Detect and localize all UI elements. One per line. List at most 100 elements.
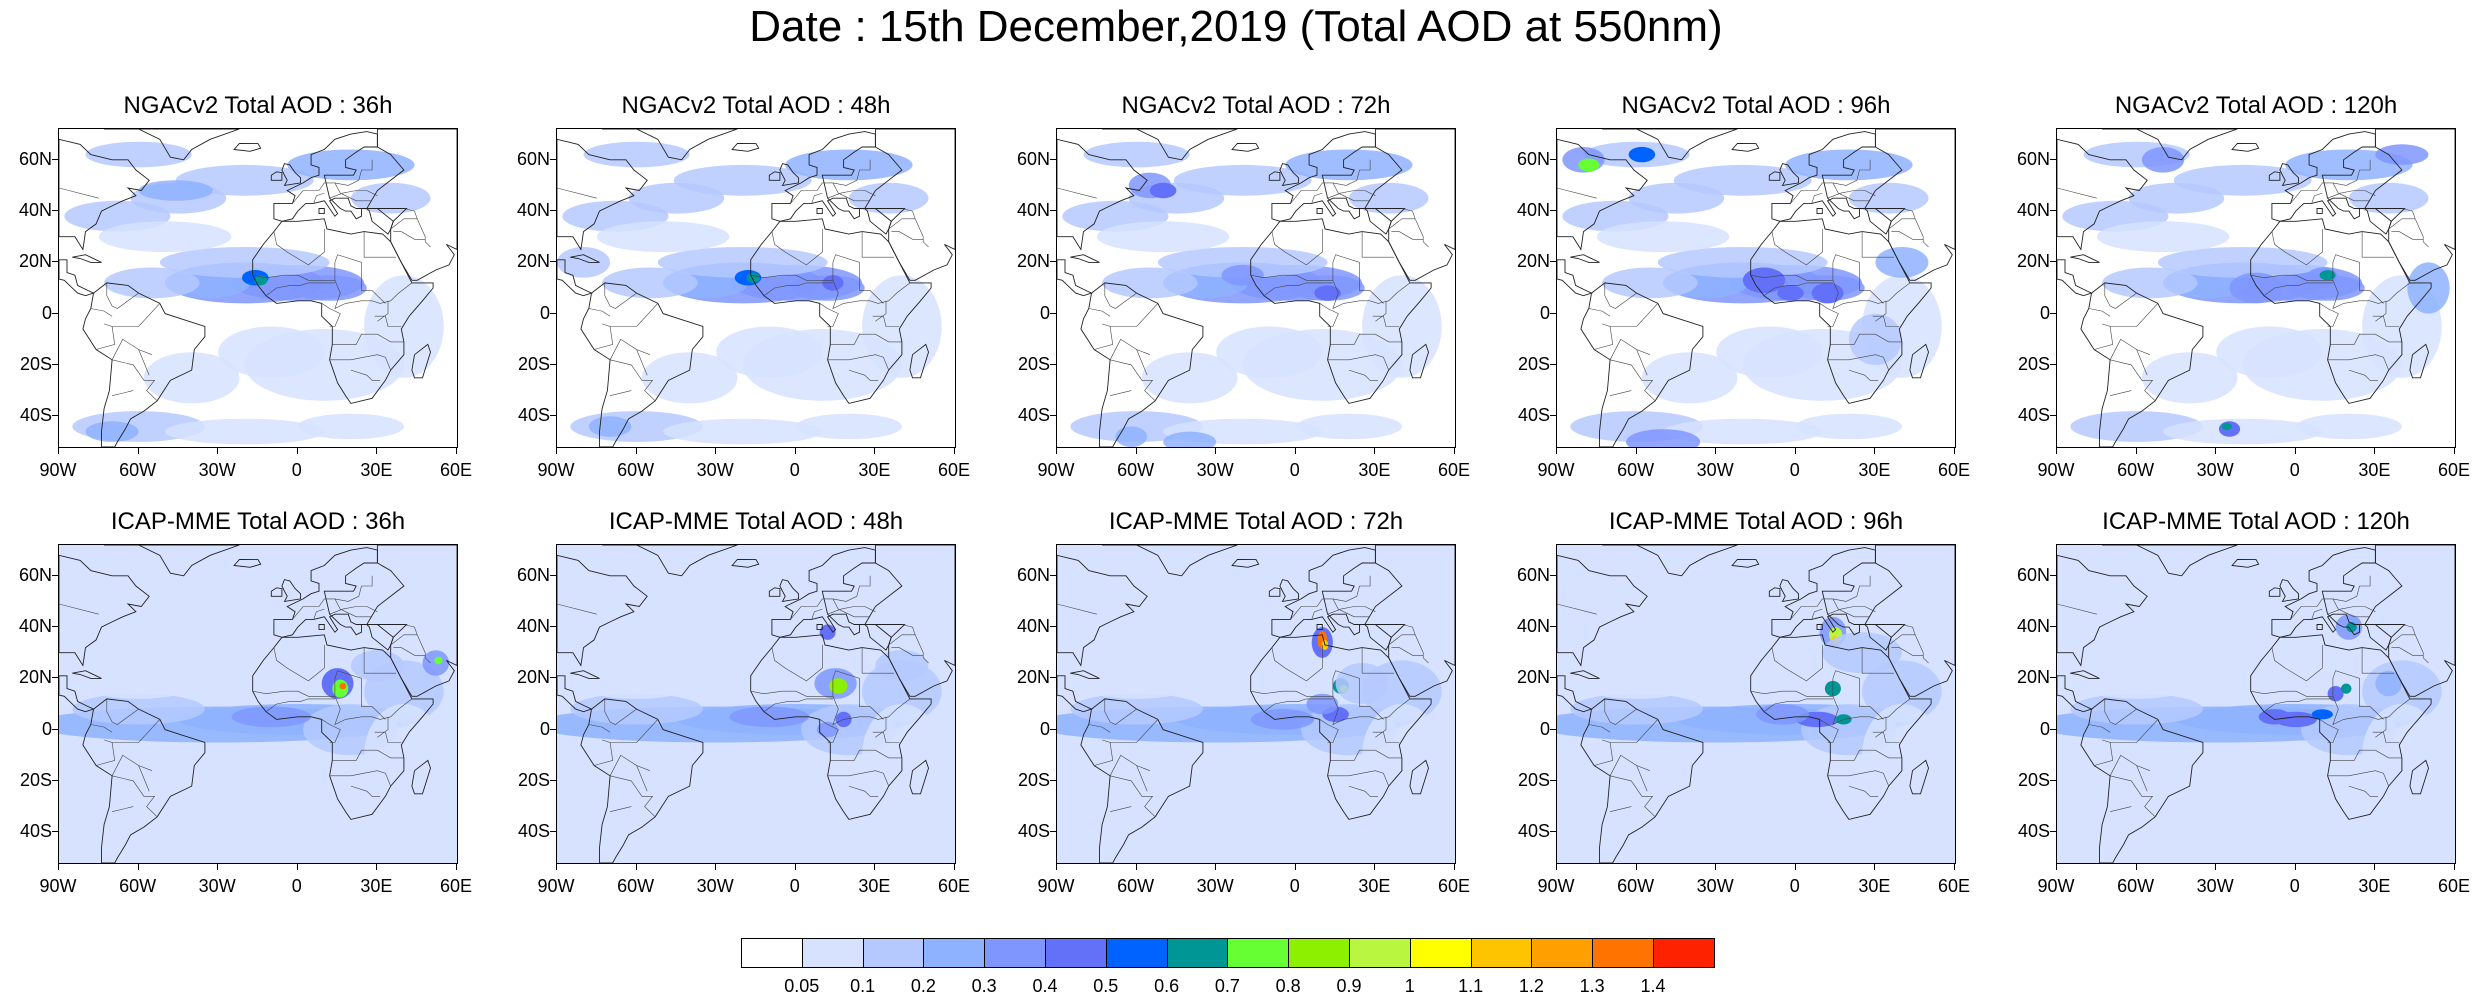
- country-border: [2375, 300, 2387, 322]
- coastline-asia: [864, 545, 955, 697]
- country-border: [1263, 698, 1333, 712]
- coastline-iceland: [731, 142, 760, 152]
- aod-contour-region: [689, 816, 849, 848]
- coastline-italy-islands: [1316, 208, 1323, 215]
- country-border: [610, 390, 632, 396]
- country-border: [827, 770, 889, 787]
- country-border: [848, 369, 879, 381]
- latitude-tick: [550, 363, 556, 365]
- panel-title: ICAP-MME Total AOD : 48h: [608, 508, 904, 535]
- longitude-label: 0: [789, 876, 800, 896]
- latitude-tick: [52, 210, 58, 212]
- aod-contour-region: [1141, 352, 1238, 404]
- country-border: [1888, 218, 1929, 248]
- aod-contour-region: [663, 418, 823, 445]
- latitude-label: 0: [1039, 302, 1050, 323]
- country-border: [1859, 282, 1884, 304]
- latitude-label: 60N: [1516, 564, 1550, 585]
- longitude-tick: [1294, 448, 1296, 454]
- country-border: [2109, 338, 2151, 360]
- coastline-madagascar: [1909, 759, 1929, 795]
- country-border: [594, 739, 614, 766]
- coastline-north-america: [557, 138, 648, 251]
- aod-contour-region: [364, 275, 444, 378]
- country-border: [1311, 608, 1323, 620]
- aod-contour-region: [98, 221, 232, 253]
- country-border: [1332, 280, 1411, 310]
- country-border: [832, 280, 911, 310]
- country-border: [2088, 724, 2111, 733]
- coastline-africa: [1250, 634, 1432, 820]
- aod-contour-region: [2163, 418, 2323, 445]
- country-border: [2348, 785, 2379, 797]
- longitude-label: 30E: [1858, 876, 1891, 896]
- aod-contour-region: [2221, 422, 2233, 431]
- aod-contour-region: [1663, 418, 1823, 445]
- country-border: [2372, 315, 2400, 327]
- latitude-tick: [52, 677, 58, 679]
- longitude-label: 30W: [1196, 876, 1234, 896]
- aod-map: [1056, 544, 1456, 864]
- aod-contour-region: [1083, 141, 1190, 168]
- latitude-label: 20N: [18, 667, 52, 688]
- longitude-label: 60E: [1937, 460, 1971, 480]
- aod-contour-region: [2070, 657, 2203, 699]
- country-border: [588, 308, 611, 317]
- latitude-label: 20S: [19, 769, 52, 790]
- colorbar-swatch: [1409, 938, 1472, 968]
- longitude-label: 0: [789, 460, 800, 480]
- coastline-italy-islands: [1316, 624, 1323, 631]
- longitude-label: 30E: [2358, 876, 2391, 896]
- coastline-asia: [864, 129, 955, 281]
- country-border: [111, 338, 153, 360]
- aod-contour-region: [2229, 272, 2283, 304]
- longitude-tick: [1635, 864, 1637, 870]
- aod-contour-region: [1269, 575, 1429, 627]
- country-border: [827, 354, 889, 371]
- aod-contour-region: [1716, 326, 1823, 378]
- longitude-label: 30E: [1858, 460, 1891, 480]
- coastline-north-america: [1557, 138, 1648, 251]
- country-border: [1088, 308, 1111, 317]
- country-border: [2348, 369, 2379, 381]
- country-border: [604, 698, 637, 725]
- country-border: [2332, 182, 2371, 202]
- longitude-label: 30E: [1358, 460, 1391, 480]
- country-border: [1327, 770, 1389, 787]
- coastline-iceland: [1731, 142, 1760, 152]
- country-border: [2388, 634, 2429, 664]
- country-border: [90, 724, 113, 733]
- coastline-ireland: [2268, 587, 2281, 597]
- country-border: [1771, 645, 1823, 682]
- panel-title: ICAP-MME Total AOD : 96h: [1608, 508, 1904, 535]
- country-border: [1827, 354, 1889, 371]
- colorbar-swatch: [1652, 938, 1715, 968]
- longitude-tick: [2135, 864, 2137, 870]
- latitude-label: 0: [41, 302, 52, 323]
- longitude-tick: [635, 864, 637, 870]
- longitude-label: 90W: [537, 460, 575, 480]
- country-border: [588, 724, 611, 733]
- coastline-ireland: [270, 171, 283, 181]
- colorbar-label: 1.2: [1518, 976, 1544, 996]
- country-border: [2110, 806, 2132, 812]
- country-border: [1832, 182, 1871, 202]
- aod-contour-region: [1862, 704, 1942, 807]
- country-border: [594, 323, 614, 350]
- country-border: [1888, 634, 1929, 664]
- country-border: [859, 282, 884, 304]
- aod-contour-region: [143, 352, 240, 404]
- coastline-ireland: [1768, 587, 1781, 597]
- longitude-label: 30W: [1696, 460, 1734, 480]
- coastline-south-america: [2080, 282, 2204, 447]
- longitude-label: 90W: [1537, 876, 1575, 896]
- latitude-label: 20N: [516, 667, 550, 688]
- coastline-madagascar: [1409, 343, 1429, 379]
- coastline-british-isles: [281, 163, 301, 186]
- aod-map: [58, 544, 458, 864]
- coastline-europe: [771, 547, 892, 651]
- longitude-label: 90W: [2037, 460, 2075, 480]
- coastline-greenland: [1602, 545, 1738, 577]
- country-border: [848, 785, 879, 797]
- aod-contour-region: [1641, 352, 1738, 404]
